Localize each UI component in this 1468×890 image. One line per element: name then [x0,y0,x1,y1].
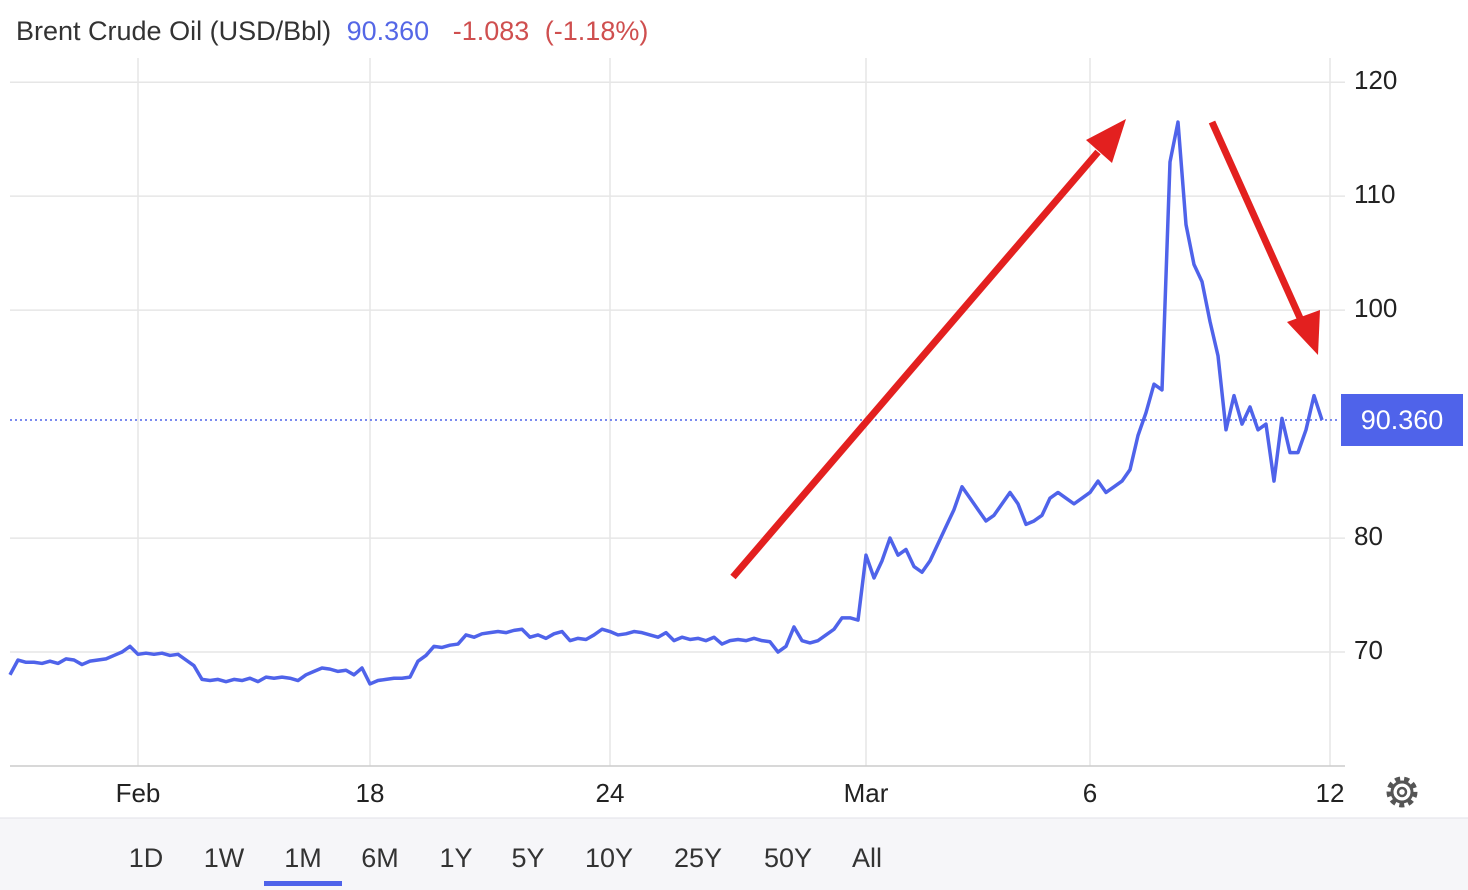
x-tick-label: 6 [1083,778,1097,808]
gear-hole [1396,786,1408,798]
range-button[interactable]: 1Y [439,843,472,873]
arrow-head [1086,119,1126,163]
change: -1.083 [453,16,530,46]
plot: 70 80 100 110 120 Feb 18 24 Mar 6 12 90.360 [8,58,1463,808]
last-price-label: 90.360 [1361,405,1444,435]
last-price-box [1341,393,1463,446]
y-tick-label: 70 [1354,635,1383,665]
range-button[interactable]: 10Y [585,843,633,873]
range-button[interactable]: 5Y [511,843,544,873]
change-pct: (-1.18%) [545,16,649,46]
arrow-down [1208,120,1304,320]
gear-teeth [1386,776,1418,808]
settings-icon[interactable] [1386,776,1418,808]
y-tick-label: 120 [1354,65,1397,95]
price: 90.360 [347,16,430,46]
range-button[interactable]: 1W [204,843,245,873]
x-tick-label: Feb [116,778,161,808]
range-buttons: 1D 1W 1M 6M 1Y 5Y 10Y 25Y 50Y All [129,843,882,886]
price-line [8,120,1324,686]
annotations [730,119,1320,580]
y-tick-label: 100 [1354,293,1397,323]
header: Brent Crude Oil (USD/Bbl) 90.360 -1.083 … [16,16,648,46]
range-button[interactable]: 1D [129,843,164,873]
range-selected-underline [264,881,342,886]
gear [1390,780,1414,804]
range-button[interactable]: 50Y [764,843,812,873]
range-button[interactable]: All [852,843,882,873]
range-button[interactable]: 1M [284,843,322,873]
title: Brent Crude Oil (USD/Bbl) [16,16,331,46]
range-button[interactable]: 6M [361,843,399,873]
x-tick-label: 24 [596,778,625,808]
y-tick-label: 80 [1354,521,1383,551]
x-tick-label: 12 [1316,778,1345,808]
range-bar [0,818,1468,890]
arrow-head [1287,310,1320,355]
x-tick-label: 18 [356,778,385,808]
y-tick-label: 110 [1354,179,1395,209]
arrow-up [730,149,1101,580]
x-tick-label: Mar [844,778,889,808]
range-button[interactable]: 25Y [674,843,722,873]
